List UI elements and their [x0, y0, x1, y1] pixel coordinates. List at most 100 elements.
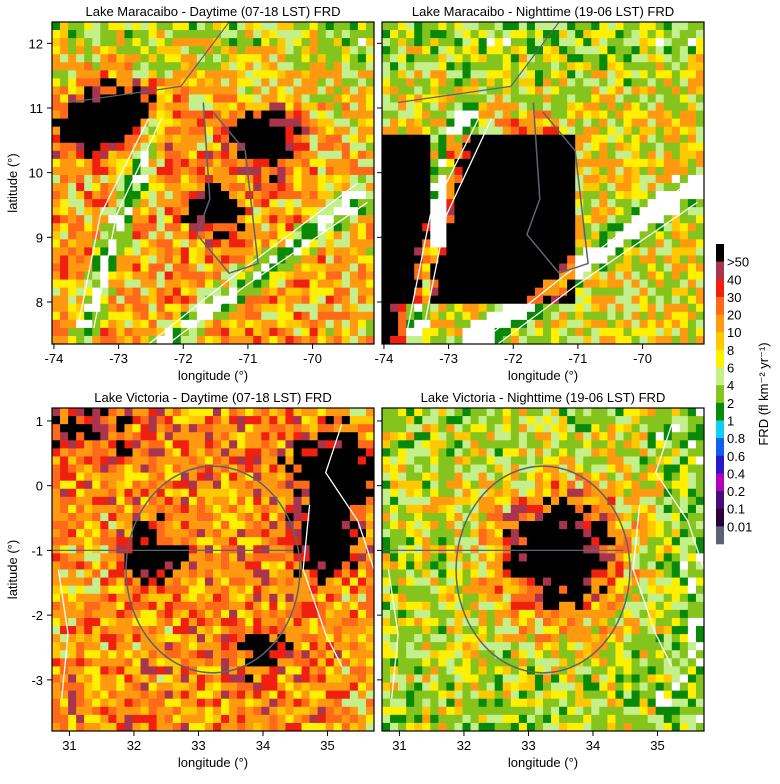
heatmap-cell	[261, 432, 270, 441]
heatmap-cell	[687, 295, 697, 305]
heatmap-cell	[438, 142, 447, 152]
heatmap-cell	[309, 335, 319, 345]
heatmap-cell	[277, 432, 286, 441]
heatmap-cell	[60, 577, 69, 587]
heatmap-cell	[196, 215, 206, 224]
heatmap-cell	[615, 215, 624, 224]
heatmap-cell	[583, 126, 592, 136]
heatmap-cell	[269, 480, 278, 490]
heatmap-cell	[204, 271, 214, 280]
heatmap-cell	[124, 504, 133, 514]
heatmap-cell	[430, 102, 439, 111]
heatmap-cell	[285, 191, 294, 200]
heatmap-cell	[382, 207, 391, 216]
heatmap-cell	[357, 110, 367, 119]
heatmap-cell	[221, 488, 230, 498]
heatmap-cell	[148, 488, 158, 498]
heatmap-cell	[446, 207, 455, 216]
heatmap-cell	[357, 62, 367, 71]
heatmap-cell	[325, 327, 335, 337]
heatmap-cell	[229, 231, 238, 240]
heatmap-cell	[132, 617, 141, 627]
heatmap-cell	[695, 134, 705, 144]
heatmap-cell	[132, 456, 141, 465]
heatmap-cell	[116, 706, 125, 716]
heatmap-cell	[478, 110, 488, 119]
heatmap-cell	[543, 30, 552, 39]
heatmap-cell	[422, 110, 431, 119]
heatmap-cell	[639, 110, 649, 119]
heatmap-cell	[551, 102, 560, 111]
heatmap-cell	[188, 545, 198, 554]
heatmap-cell	[687, 54, 697, 63]
heatmap-cell	[309, 54, 319, 63]
heatmap-cell	[591, 30, 600, 39]
heatmap-cell	[108, 698, 117, 708]
heatmap-cell	[639, 215, 649, 224]
heatmap-cell	[180, 626, 190, 635]
heatmap-cell	[213, 247, 222, 256]
heatmap-cell	[277, 191, 286, 200]
heatmap-cell	[100, 698, 109, 708]
heatmap-cell	[301, 569, 310, 578]
heatmap-cell	[253, 239, 262, 248]
heatmap-cell	[462, 126, 471, 136]
heatmap-cell	[229, 512, 238, 522]
heatmap-cell	[140, 658, 149, 667]
heatmap-cell	[108, 62, 117, 71]
heatmap-cell	[52, 561, 61, 570]
plot-frame	[381, 21, 705, 345]
heatmap-cell	[534, 416, 544, 425]
heatmap-cell	[277, 46, 286, 55]
heatmap-cell	[454, 118, 463, 128]
heatmap-cell	[68, 553, 77, 562]
heatmap-cell	[293, 158, 302, 168]
heatmap-cell	[213, 521, 222, 530]
heatmap-cell	[132, 110, 141, 119]
heatmap-cell	[221, 335, 230, 345]
heatmap-cell	[607, 118, 616, 128]
heatmap-cell	[84, 496, 93, 506]
heatmap-cell	[188, 110, 198, 119]
heatmap-cell	[422, 191, 431, 200]
heatmap-cell	[221, 255, 230, 264]
heatmap-cell	[398, 199, 407, 208]
heatmap-cell	[285, 545, 294, 554]
heatmap-cell	[245, 650, 254, 659]
heatmap-cell	[68, 504, 77, 514]
heatmap-cell	[100, 279, 109, 289]
heatmap-cell	[583, 311, 592, 321]
heatmap-cell	[543, 408, 552, 417]
heatmap-cell	[599, 78, 608, 87]
heatmap-cell	[229, 472, 238, 482]
heatmap-cell	[518, 424, 528, 433]
heatmap-cell	[406, 54, 415, 63]
heatmap-cell	[462, 295, 471, 305]
heatmap-cell	[148, 199, 158, 208]
heatmap-cell	[406, 239, 415, 248]
heatmap-cell	[317, 488, 327, 498]
heatmap-cell	[237, 537, 246, 546]
heatmap-cell	[502, 62, 512, 71]
heatmap-cell	[164, 30, 174, 39]
heatmap-cell	[341, 658, 351, 667]
heatmap-cell	[647, 126, 657, 136]
heatmap-cell	[213, 658, 222, 667]
heatmap-cell	[567, 158, 576, 168]
heatmap-cell	[76, 512, 85, 522]
heatmap-cell	[454, 408, 463, 417]
heatmap-cell	[52, 110, 61, 119]
heatmap-cell	[382, 62, 391, 71]
heatmap-cell	[245, 287, 254, 297]
heatmap-cell	[293, 38, 302, 47]
heatmap-cell	[559, 134, 568, 144]
heatmap-cell	[204, 626, 214, 635]
heatmap-cell	[301, 239, 310, 248]
heatmap-cell	[52, 191, 61, 200]
y-tick-label: -3	[31, 673, 43, 688]
heatmap-cell	[60, 54, 69, 63]
heatmap-cell	[116, 456, 125, 465]
heatmap-cell	[213, 142, 222, 152]
heatmap-cell	[213, 279, 222, 289]
heatmap-cell	[365, 593, 375, 603]
